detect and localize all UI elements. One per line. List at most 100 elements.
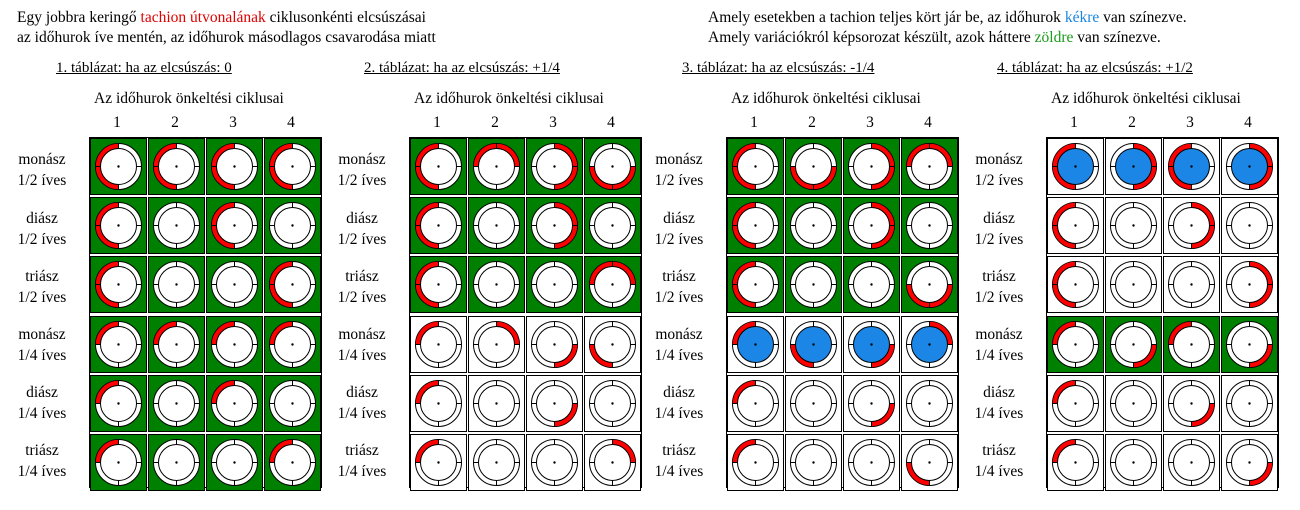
center-dot (1132, 165, 1135, 168)
row-label: diász 1/2 íves (337, 210, 387, 248)
center-dot (495, 461, 498, 464)
time-loop-icon (211, 202, 258, 249)
time-loop-icon (1226, 202, 1273, 249)
center-dot (1248, 402, 1251, 405)
table-title: 2. táblázat: ha az elcsúszás: +1/4 (364, 60, 560, 76)
time-loop-icon (848, 321, 895, 368)
loop-cell (584, 197, 641, 254)
center-dot (812, 402, 815, 405)
center-dot (175, 283, 178, 286)
time-loop-icon (269, 321, 316, 368)
table-subtitle: Az időhurok önkeltési ciklusai (94, 90, 284, 107)
time-loop-icon (473, 261, 520, 308)
column-label: 4 (1244, 114, 1252, 131)
center-dot (291, 402, 294, 405)
time-loop-icon (95, 261, 142, 308)
loop-cell (410, 316, 467, 373)
center-dot (291, 343, 294, 346)
time-loop-icon (95, 439, 142, 486)
loop-cell (90, 375, 147, 432)
center-dot (175, 461, 178, 464)
loop-cell (264, 434, 321, 491)
header-highlight-green: zöldre (1034, 29, 1074, 46)
center-dot (495, 343, 498, 346)
row-label: monász 1/2 íves (974, 151, 1024, 189)
center-dot (812, 165, 815, 168)
row-label: monász 1/4 íves (337, 326, 387, 364)
table-grid (1046, 137, 1279, 491)
time-loop-icon (848, 261, 895, 308)
center-dot (233, 283, 236, 286)
time-loop-icon (732, 439, 779, 486)
column-label: 3 (1186, 114, 1194, 131)
time-loop-icon (269, 261, 316, 308)
time-loop-icon (153, 321, 200, 368)
time-loop-icon (531, 143, 578, 190)
center-dot (870, 165, 873, 168)
time-loop-icon (906, 261, 953, 308)
row-label: diász 1/4 íves (17, 384, 67, 422)
loop-cell (1105, 256, 1162, 313)
header-text: van színezve. (1073, 29, 1161, 46)
center-dot (233, 165, 236, 168)
time-loop-icon (1052, 202, 1099, 249)
center-dot (1132, 461, 1135, 464)
column-label: 3 (549, 114, 557, 131)
loop-cell (843, 256, 900, 313)
center-dot (1190, 283, 1193, 286)
row-label: triász 1/2 íves (654, 268, 704, 306)
loop-cell (206, 256, 263, 313)
time-loop-icon (1226, 143, 1273, 190)
time-loop-icon (153, 439, 200, 486)
time-loop-icon (531, 439, 578, 486)
loop-cell (264, 375, 321, 432)
time-loop-icon (906, 202, 953, 249)
row-label: triász 1/4 íves (337, 442, 387, 480)
column-label: 2 (808, 114, 816, 131)
time-loop-icon (1226, 321, 1273, 368)
time-loop-icon (589, 439, 636, 486)
center-dot (233, 224, 236, 227)
time-loop-icon (589, 380, 636, 427)
center-dot (553, 283, 556, 286)
loop-cell (264, 316, 321, 373)
loop-cell (1163, 375, 1220, 432)
center-dot (1074, 343, 1077, 346)
time-loop-icon (211, 380, 258, 427)
column-label: 2 (491, 114, 499, 131)
center-dot (495, 224, 498, 227)
time-loop-icon (415, 321, 462, 368)
header-left: Egy jobbra keringő tachion útvonalának c… (17, 8, 436, 48)
center-dot (928, 283, 931, 286)
table-grid (89, 137, 322, 491)
time-loop-icon (1110, 380, 1157, 427)
loop-cell (785, 138, 842, 195)
loop-cell (1105, 375, 1162, 432)
time-loop-icon (473, 321, 520, 368)
center-dot (233, 461, 236, 464)
center-dot (437, 461, 440, 464)
center-dot (437, 343, 440, 346)
center-dot (1132, 224, 1135, 227)
time-loop-icon (906, 380, 953, 427)
center-dot (928, 165, 931, 168)
time-loop-icon (790, 439, 837, 486)
loop-cell (1047, 197, 1104, 254)
row-label: diász 1/4 íves (974, 384, 1024, 422)
time-loop-icon (589, 202, 636, 249)
table-grid (726, 137, 959, 491)
column-label: 1 (113, 114, 121, 131)
time-loop-icon (473, 143, 520, 190)
center-dot (754, 165, 757, 168)
time-loop-icon (1110, 143, 1157, 190)
time-loop-icon (1052, 321, 1099, 368)
header-text: Egy jobbra keringő (17, 9, 141, 26)
time-loop-icon (473, 202, 520, 249)
loop-cell (727, 375, 784, 432)
center-dot (1074, 283, 1077, 286)
loop-cell (468, 316, 525, 373)
time-loop-icon (1226, 439, 1273, 486)
loop-cell (468, 138, 525, 195)
loop-cell (901, 256, 958, 313)
time-loop-icon (1052, 380, 1099, 427)
